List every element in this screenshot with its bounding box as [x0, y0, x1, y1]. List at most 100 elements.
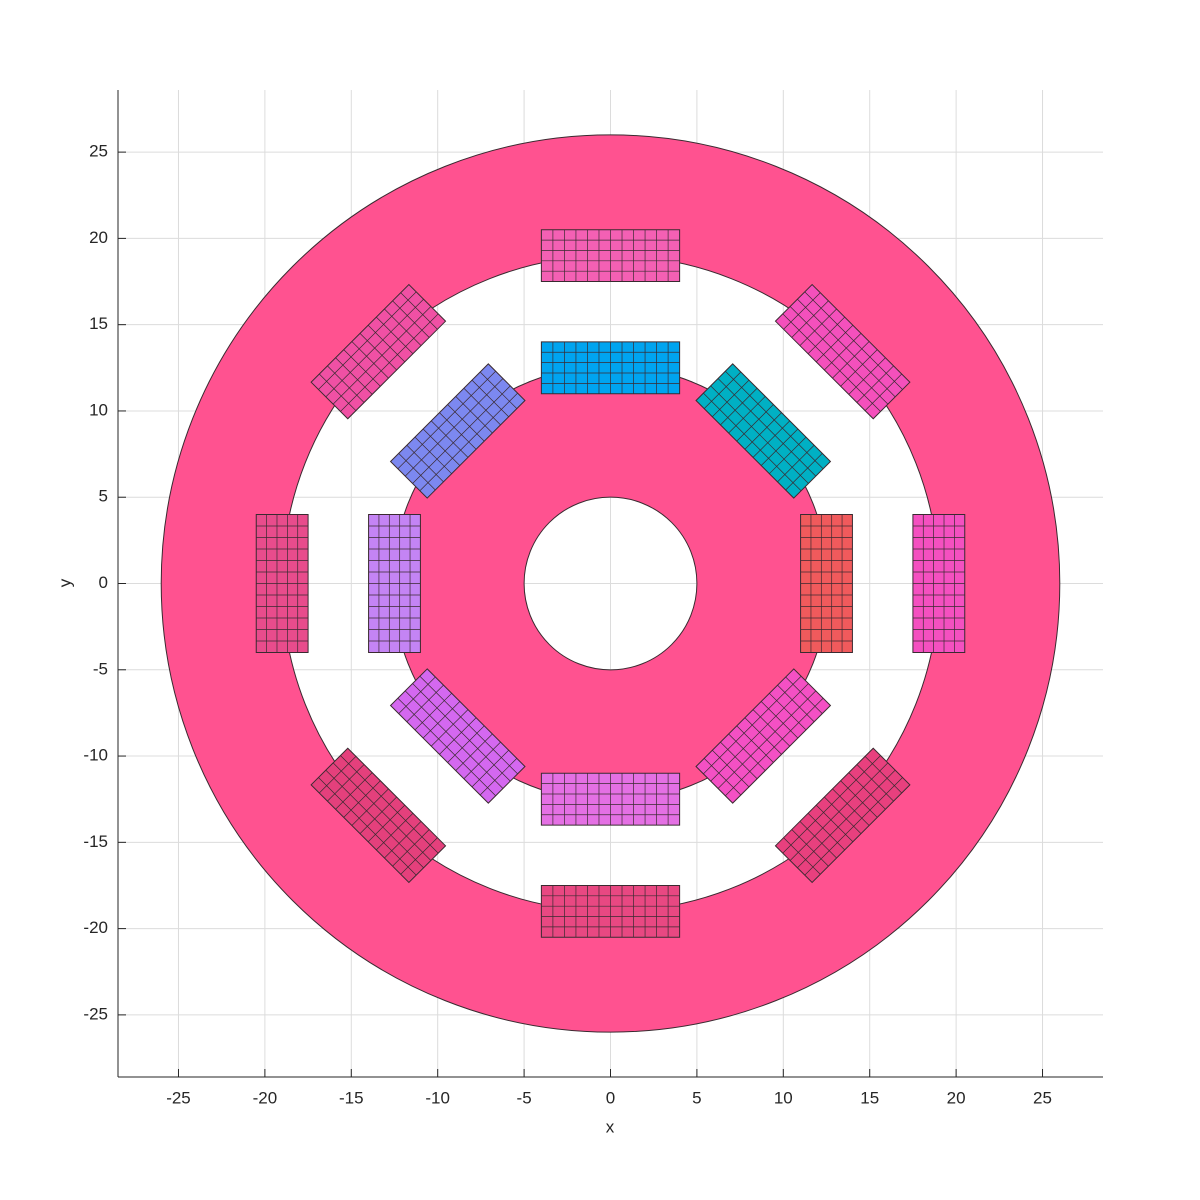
x-tick-label: 5: [692, 1088, 701, 1107]
mesh-line: [318, 291, 417, 390]
mesh-line: [376, 316, 414, 354]
coil-mesh: [703, 370, 824, 492]
mesh-line: [447, 725, 485, 763]
x-tick-label: 10: [774, 1088, 793, 1107]
mesh-line: [807, 813, 845, 851]
coil-mesh: [318, 755, 439, 876]
coil-mesh: [256, 514, 309, 653]
mesh-line: [359, 333, 397, 371]
mesh-line: [782, 755, 881, 854]
mesh-line: [332, 306, 432, 405]
mesh-line: [384, 308, 422, 346]
mesh-line: [832, 341, 870, 379]
mesh-line: [340, 755, 439, 854]
coil-mesh: [318, 291, 439, 412]
mesh-line: [422, 701, 461, 739]
mesh-line: [343, 349, 381, 387]
mesh-line: [717, 690, 817, 789]
mesh-line: [422, 428, 461, 466]
x-tick-label: -25: [166, 1088, 191, 1107]
y-tick-label: -15: [83, 832, 108, 851]
x-tick-label: 0: [606, 1088, 615, 1107]
mesh-line: [419, 675, 518, 775]
mesh-line: [804, 291, 903, 390]
y-tick-label: 0: [99, 573, 108, 592]
mesh-line: [392, 300, 430, 338]
mesh-line: [799, 821, 837, 859]
coil-mesh: [800, 514, 853, 653]
coil-mesh: [368, 514, 421, 653]
mesh-line: [340, 313, 439, 412]
mesh-line: [351, 788, 389, 826]
mesh-line: [703, 675, 802, 775]
mesh-line: [376, 813, 414, 851]
mesh-line: [789, 762, 889, 861]
mesh-line: [471, 750, 509, 788]
x-tick-label: 20: [947, 1088, 966, 1107]
mesh-line: [760, 428, 799, 466]
mesh-line: [848, 772, 886, 810]
mesh-line: [479, 758, 518, 796]
mesh-line: [447, 404, 485, 442]
mesh-line: [327, 764, 365, 802]
mesh-line: [832, 788, 870, 826]
mesh-line: [319, 756, 357, 794]
mesh-line: [463, 388, 501, 426]
y-tick-label: 5: [99, 487, 108, 506]
mesh-line: [414, 436, 452, 474]
coil-mesh: [912, 514, 965, 653]
mesh-line: [325, 298, 424, 398]
mesh-line: [797, 769, 896, 869]
mesh-line: [717, 378, 817, 477]
mesh-line: [319, 373, 357, 411]
mesh-line: [720, 741, 758, 779]
mesh-line: [471, 379, 509, 417]
y-tick-label: 10: [89, 400, 108, 419]
mesh-line: [864, 373, 902, 411]
mesh-line: [815, 804, 854, 843]
mesh-line: [785, 453, 823, 491]
y-tick-label: 20: [89, 228, 108, 247]
mesh-line: [398, 453, 436, 491]
mesh-line: [769, 693, 807, 731]
mesh-line: [710, 683, 809, 782]
mesh-line: [736, 404, 774, 442]
mesh-line: [736, 725, 774, 763]
mesh-line: [864, 756, 902, 794]
mesh-line: [720, 388, 758, 426]
mesh-line: [783, 292, 821, 330]
mesh-line: [703, 371, 742, 409]
mesh-line: [367, 324, 406, 363]
mesh-line: [777, 684, 815, 723]
mesh-line: [744, 412, 782, 450]
mesh-line: [725, 697, 824, 797]
mesh-line: [703, 392, 802, 492]
mesh-line: [397, 370, 496, 470]
mesh-line: [791, 829, 829, 867]
mesh-line: [439, 717, 477, 755]
mesh-line: [431, 709, 469, 747]
mesh-line: [725, 370, 824, 470]
mesh-line: [789, 306, 889, 405]
coil-mesh: [397, 370, 518, 492]
mesh-line: [840, 349, 878, 387]
mesh-line: [439, 412, 477, 450]
mesh-line: [398, 676, 436, 714]
y-tick-label: -10: [83, 746, 108, 765]
mesh-line: [785, 676, 823, 714]
mesh-line: [404, 690, 504, 789]
coil-mesh: [541, 773, 680, 826]
mesh-line: [856, 365, 894, 403]
mesh-line: [359, 796, 397, 834]
mesh-line: [327, 365, 365, 403]
coil-mesh: [703, 675, 824, 797]
mesh-line: [710, 385, 809, 484]
mesh-line: [335, 772, 373, 810]
mesh-line: [325, 769, 424, 869]
mesh-line: [400, 292, 438, 330]
y-tick-label: -20: [83, 918, 108, 937]
mesh-line: [783, 837, 821, 875]
x-tick-label: -15: [339, 1088, 364, 1107]
mesh-line: [332, 762, 432, 861]
